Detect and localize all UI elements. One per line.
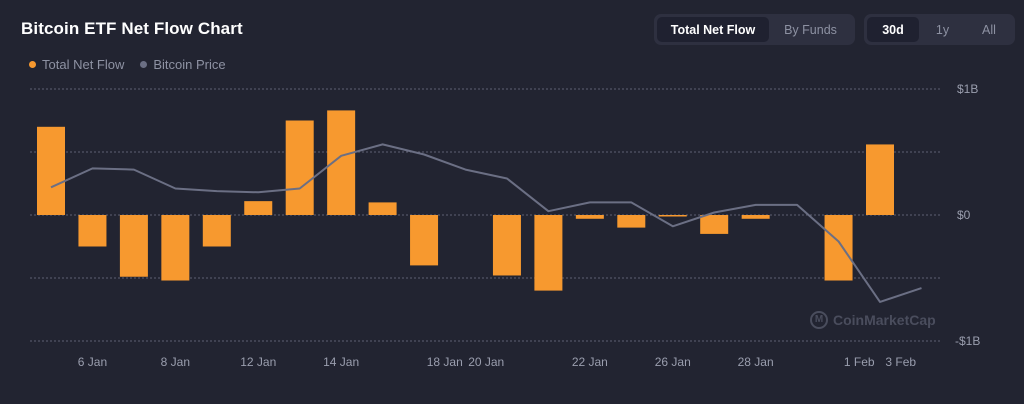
watermark: M CoinMarketCap (810, 311, 936, 329)
x-tick-label: 1 Feb (844, 355, 875, 369)
chart-title: Bitcoin ETF Net Flow Chart (21, 19, 243, 38)
y-tick-label: $1B (957, 82, 978, 96)
by-funds-button[interactable]: By Funds (784, 22, 837, 37)
bar[interactable] (617, 215, 646, 228)
bar[interactable] (700, 215, 729, 234)
range-1y-button[interactable]: 1y (935, 22, 950, 37)
view-toggle: Total Net Flow By Funds (654, 14, 855, 45)
x-axis-ticks: 6 Jan 8 Jan 12 Jan 14 Jan 18 Jan 20 Jan 22 Jan… (78, 355, 917, 369)
legend-label: Bitcoin Price (153, 57, 226, 72)
bar[interactable] (285, 120, 314, 216)
legend-item-bitcoin-price[interactable]: Bitcoin Price (140, 57, 226, 72)
bar[interactable] (824, 215, 853, 281)
x-tick-label: 14 Jan (323, 355, 359, 369)
legend-dot-bitcoin-price-icon (140, 61, 148, 68)
range-30d-button[interactable]: 30d (867, 17, 919, 42)
legend-label: Total Net Flow (42, 57, 125, 72)
x-tick-label: 18 Jan (427, 355, 463, 369)
bar[interactable] (202, 215, 231, 247)
bar[interactable] (575, 215, 604, 219)
x-tick-label: 12 Jan (240, 355, 276, 369)
legend-item-total-net-flow[interactable]: Total Net Flow (29, 57, 124, 72)
bar[interactable] (534, 215, 563, 291)
y-tick-label: $0 (957, 208, 971, 222)
range-all-button[interactable]: All (982, 22, 996, 37)
y-axis-ticks: $1B $0 -$1B (955, 82, 980, 348)
bar[interactable] (368, 202, 397, 215)
price-line (50, 143, 922, 303)
x-tick-label: 3 Feb (885, 355, 916, 369)
x-tick-label: 6 Jan (78, 355, 107, 369)
price-line-path (50, 143, 922, 303)
legend-dot-total-net-flow-icon (29, 61, 36, 68)
x-tick-label: 26 Jan (655, 355, 691, 369)
x-tick-label: 28 Jan (738, 355, 774, 369)
bar[interactable] (161, 215, 190, 281)
total-net-flow-button[interactable]: Total Net Flow (657, 17, 769, 42)
bar[interactable] (492, 215, 521, 276)
range-toggle: 30d 1y All (864, 14, 1015, 45)
bar[interactable] (410, 215, 439, 266)
coinmarketcap-logo-icon: M (810, 311, 828, 329)
y-tick-label: -$1B (955, 334, 980, 348)
bar[interactable] (658, 215, 687, 217)
x-tick-label: 20 Jan (468, 355, 504, 369)
bar[interactable] (78, 215, 107, 247)
watermark-text: CoinMarketCap (833, 312, 936, 328)
bars (37, 110, 894, 291)
bar[interactable] (741, 215, 770, 219)
x-tick-label: 8 Jan (161, 355, 190, 369)
bar[interactable] (244, 201, 273, 215)
bar[interactable] (119, 215, 148, 277)
chart-legend: Total Net Flow Bitcoin Price (29, 57, 226, 72)
x-tick-label: 22 Jan (572, 355, 608, 369)
bar[interactable] (866, 144, 894, 215)
bar[interactable] (37, 126, 65, 215)
